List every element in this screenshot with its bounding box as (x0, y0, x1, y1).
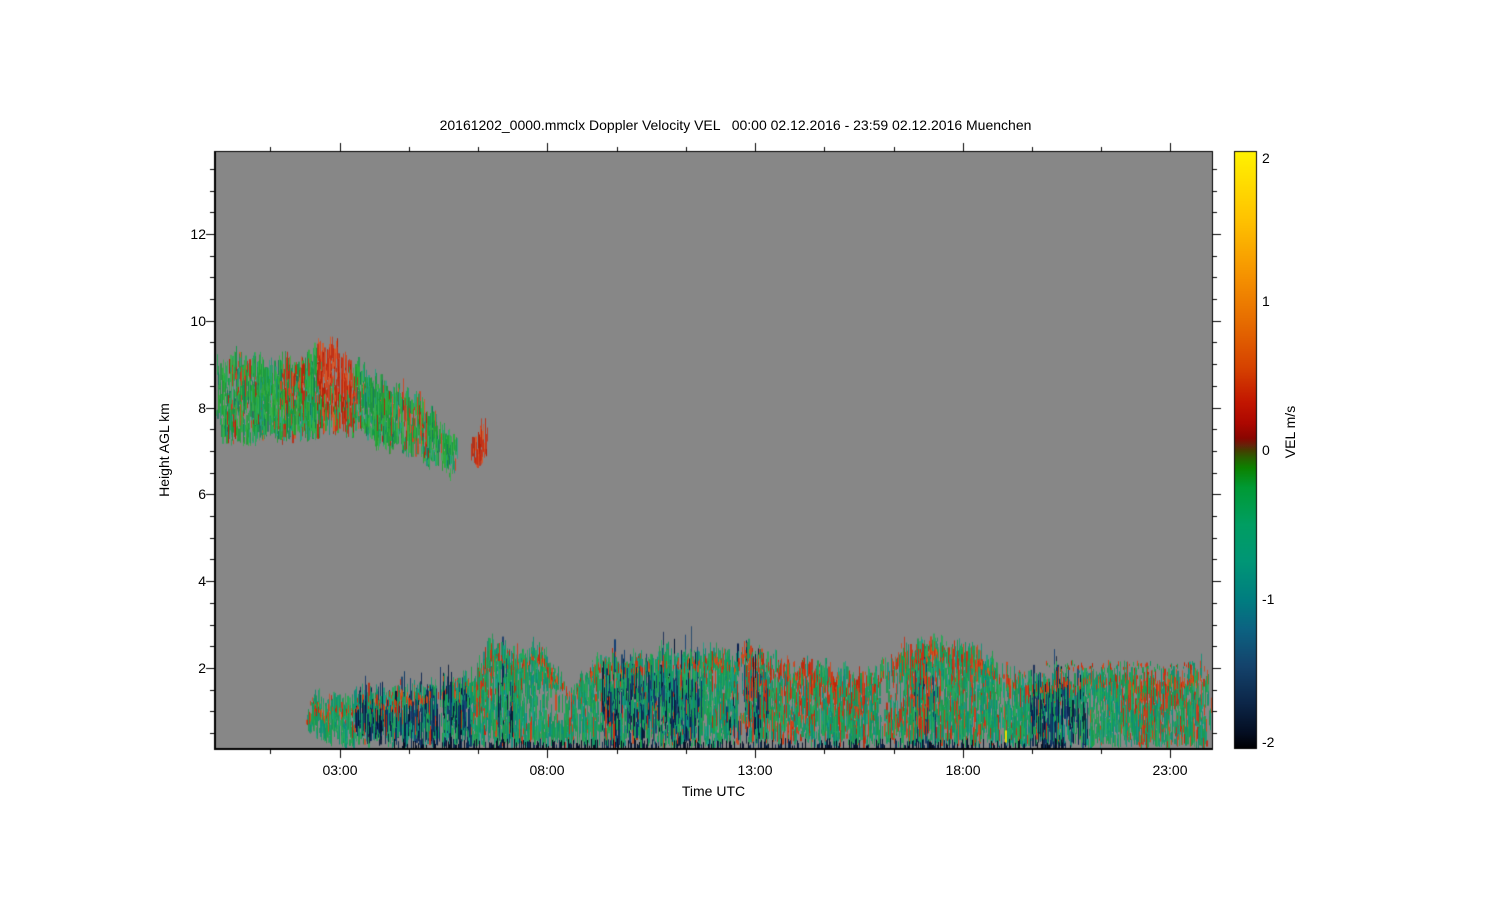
x-tick-label: 03:00 (322, 762, 358, 778)
y-tick-label: 10 (190, 313, 206, 329)
x-tick-label: 08:00 (529, 762, 565, 778)
colorbar-tick-label: -1 (1262, 591, 1275, 607)
x-axis-title: Time UTC (681, 783, 746, 799)
y-tick-label: 12 (190, 226, 206, 242)
y-tick-label: 6 (198, 486, 206, 502)
colorbar-tick-label: 1 (1262, 293, 1270, 309)
x-tick-label: 23:00 (1152, 762, 1188, 778)
y-tick-label: 2 (198, 660, 206, 676)
plot-title: 20161202_0000.mmclx Doppler Velocity VEL… (439, 117, 1032, 133)
colorbar-tick-label: 2 (1262, 150, 1270, 166)
x-tick-label: 13:00 (737, 762, 773, 778)
y-tick-label: 8 (198, 400, 206, 416)
y-tick-label: 4 (198, 573, 206, 589)
colorbar-tick-label: -2 (1262, 734, 1275, 750)
x-tick-label: 18:00 (945, 762, 981, 778)
y-axis-title: Height AGL km (156, 403, 172, 497)
colorbar-tick-label: 0 (1262, 442, 1270, 458)
